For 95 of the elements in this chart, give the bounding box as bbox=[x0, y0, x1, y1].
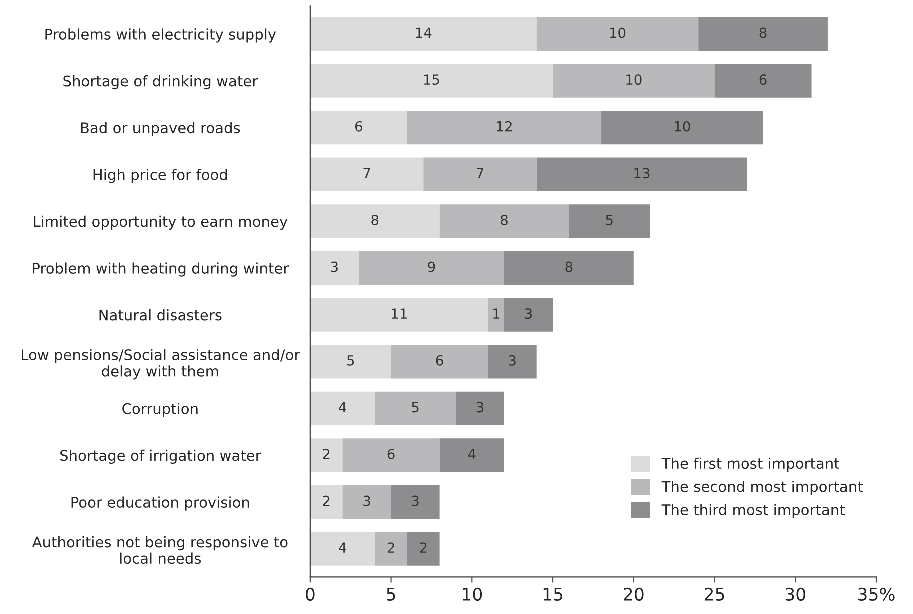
data-label: 5 bbox=[348, 356, 354, 366]
y-tick-label: Shortage of irrigation water bbox=[60, 450, 262, 464]
bar bbox=[569, 204, 650, 238]
y-tick-label: Shortage of drinking water bbox=[64, 75, 258, 90]
x-tick-label: 5 bbox=[387, 588, 396, 602]
x-tick-label: 25 bbox=[704, 588, 724, 602]
bar bbox=[310, 110, 408, 145]
data-label: 4 bbox=[339, 402, 346, 412]
legend-label: The second most important bbox=[662, 481, 864, 496]
data-label: 8 bbox=[566, 262, 573, 272]
x-tick-label: 0 bbox=[306, 588, 315, 602]
data-label: 8 bbox=[501, 214, 508, 226]
data-label: 5 bbox=[606, 215, 613, 226]
bar bbox=[391, 485, 440, 520]
data-label: 6 bbox=[355, 121, 362, 132]
y-tick-label: Corruption bbox=[122, 403, 198, 418]
bar bbox=[375, 532, 408, 566]
legend-label: The first most important bbox=[662, 458, 840, 472]
data-label: 3 bbox=[364, 496, 370, 506]
data-label: 6 bbox=[388, 448, 395, 460]
data-label: 14 bbox=[416, 28, 432, 38]
bar bbox=[310, 298, 488, 332]
bar bbox=[310, 532, 376, 566]
bar bbox=[310, 158, 424, 192]
bar bbox=[424, 158, 537, 192]
data-label: 4 bbox=[339, 542, 346, 553]
data-label: 10 bbox=[626, 74, 642, 86]
data-label: 9 bbox=[428, 262, 436, 272]
bar bbox=[342, 485, 392, 520]
y-tick-label: Limited opportunity to earn money bbox=[34, 216, 288, 230]
bar bbox=[391, 345, 488, 379]
legend-label: The third most important bbox=[662, 504, 846, 518]
bar bbox=[407, 110, 602, 145]
data-label: 7 bbox=[476, 168, 484, 178]
data-label: 10 bbox=[675, 121, 690, 132]
bar bbox=[456, 392, 504, 426]
bar bbox=[310, 438, 343, 472]
x-tick-label: 35% bbox=[858, 588, 895, 602]
data-label: 4 bbox=[468, 449, 476, 460]
bar bbox=[342, 438, 440, 472]
bar bbox=[310, 251, 359, 286]
data-label: 2 bbox=[420, 542, 427, 553]
data-label: 3 bbox=[525, 308, 532, 320]
data-label: 12 bbox=[497, 121, 512, 132]
bar bbox=[440, 438, 504, 472]
bar bbox=[504, 298, 554, 332]
data-label: 2 bbox=[323, 496, 330, 506]
y-tick-label: Problem with heating during winter bbox=[33, 262, 290, 277]
y-tick-label: Problems with electricity supply bbox=[46, 28, 276, 43]
bar bbox=[504, 251, 634, 286]
data-label: 2 bbox=[388, 542, 394, 553]
bar bbox=[358, 251, 504, 286]
y-tick-label: Authorities not being responsive to local needs bbox=[32, 536, 288, 564]
y-tick-label: Bad or unpaved roads bbox=[81, 122, 240, 136]
bar bbox=[375, 392, 456, 426]
data-label: 13 bbox=[634, 168, 650, 179]
bar bbox=[407, 532, 440, 566]
data-label: 1 bbox=[494, 308, 500, 319]
bar bbox=[310, 17, 537, 52]
bar bbox=[440, 204, 570, 238]
bar bbox=[310, 485, 343, 520]
bar bbox=[602, 110, 764, 145]
data-label: 3 bbox=[331, 262, 338, 272]
y-tick-label: Natural disasters bbox=[100, 310, 222, 321]
data-label: 10 bbox=[610, 28, 626, 38]
data-label: 6 bbox=[436, 355, 444, 366]
bar bbox=[310, 392, 376, 426]
data-label: 15 bbox=[424, 74, 440, 86]
bar bbox=[553, 64, 715, 98]
data-label: 6 bbox=[760, 74, 767, 86]
bar bbox=[310, 64, 554, 98]
bar bbox=[536, 158, 748, 192]
bar bbox=[488, 345, 537, 379]
y-tick-label: High price for food bbox=[94, 169, 228, 184]
x-tick-label: 10 bbox=[463, 588, 482, 602]
y-tick-label: Low pensions/Social assistance and/or delay with them bbox=[22, 349, 300, 380]
data-label: 2 bbox=[323, 448, 330, 460]
bar bbox=[698, 17, 828, 52]
x-tick-label: 15 bbox=[544, 588, 563, 602]
data-label: 3 bbox=[476, 402, 484, 413]
bar bbox=[488, 298, 504, 332]
bar bbox=[310, 345, 392, 379]
bar bbox=[310, 204, 440, 238]
y-tick-label: Poor education provision bbox=[72, 496, 250, 511]
data-label: 7 bbox=[364, 168, 370, 178]
data-label: 8 bbox=[372, 214, 379, 226]
data-label: 5 bbox=[412, 402, 419, 413]
x-tick-label: 30 bbox=[786, 588, 806, 602]
bar bbox=[536, 17, 699, 52]
data-label: 3 bbox=[412, 496, 419, 506]
bar bbox=[714, 64, 812, 98]
x-tick-label: 20 bbox=[624, 588, 644, 602]
data-label: 3 bbox=[509, 355, 516, 366]
data-label: 8 bbox=[760, 28, 767, 38]
data-label: 11 bbox=[392, 308, 407, 319]
